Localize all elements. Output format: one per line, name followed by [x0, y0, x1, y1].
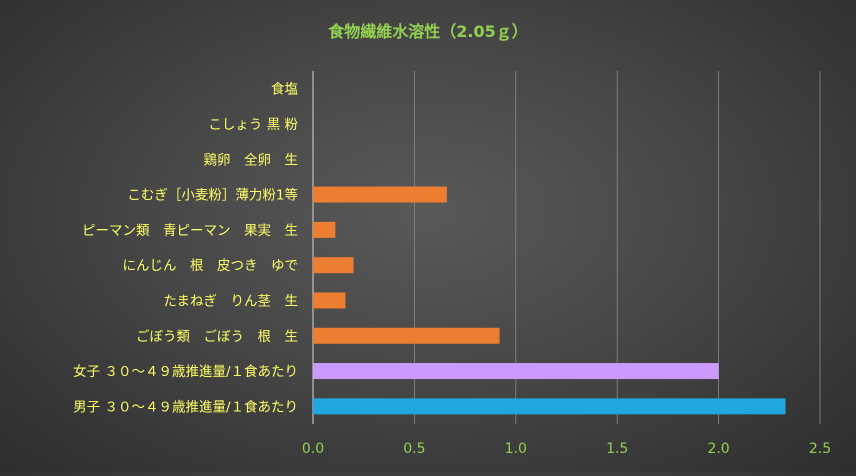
x-tick-label: 1.5 — [606, 441, 628, 457]
category-label: こむぎ［小麦粉］薄力粉1等 — [127, 187, 298, 204]
category-label: 女子 ３０～４９歳推進量/１食あたり — [73, 363, 298, 380]
bar — [313, 398, 786, 415]
x-tick-label: 0.5 — [403, 441, 425, 457]
category-label: 鶏卵 全卵 生 — [204, 151, 299, 168]
category-label: にんじん 根 皮つき ゆで — [123, 258, 299, 274]
x-tick-label: 2.0 — [707, 441, 729, 457]
category-label: こしょう 黒 粉 — [208, 117, 298, 133]
chart-title: 食物繊維水溶性（2.05ｇ） — [327, 22, 527, 42]
category-label: たまねぎ りん茎 生 — [163, 293, 298, 309]
x-tick-label: 0.0 — [302, 441, 324, 457]
category-label: ピーマン類 青ピーマン 果実 生 — [82, 223, 298, 239]
category-label: 食塩 — [271, 81, 298, 98]
bar — [313, 221, 336, 238]
bar — [313, 292, 346, 309]
x-tick-label: 1.0 — [505, 441, 527, 457]
category-label: 男子 ３０～４９歳推進量/１食あたり — [73, 398, 298, 415]
bar — [313, 363, 719, 380]
category-label: ごぼう類 ごぼう 根 生 — [136, 329, 298, 345]
bar — [313, 186, 447, 203]
bar — [313, 257, 354, 274]
x-tick-labels: 0.0 0.5 1.0 1.5 2.0 2.5 — [302, 441, 831, 457]
bar — [313, 327, 500, 344]
x-tick-label: 2.5 — [809, 441, 831, 457]
bar-layer — [313, 186, 786, 415]
